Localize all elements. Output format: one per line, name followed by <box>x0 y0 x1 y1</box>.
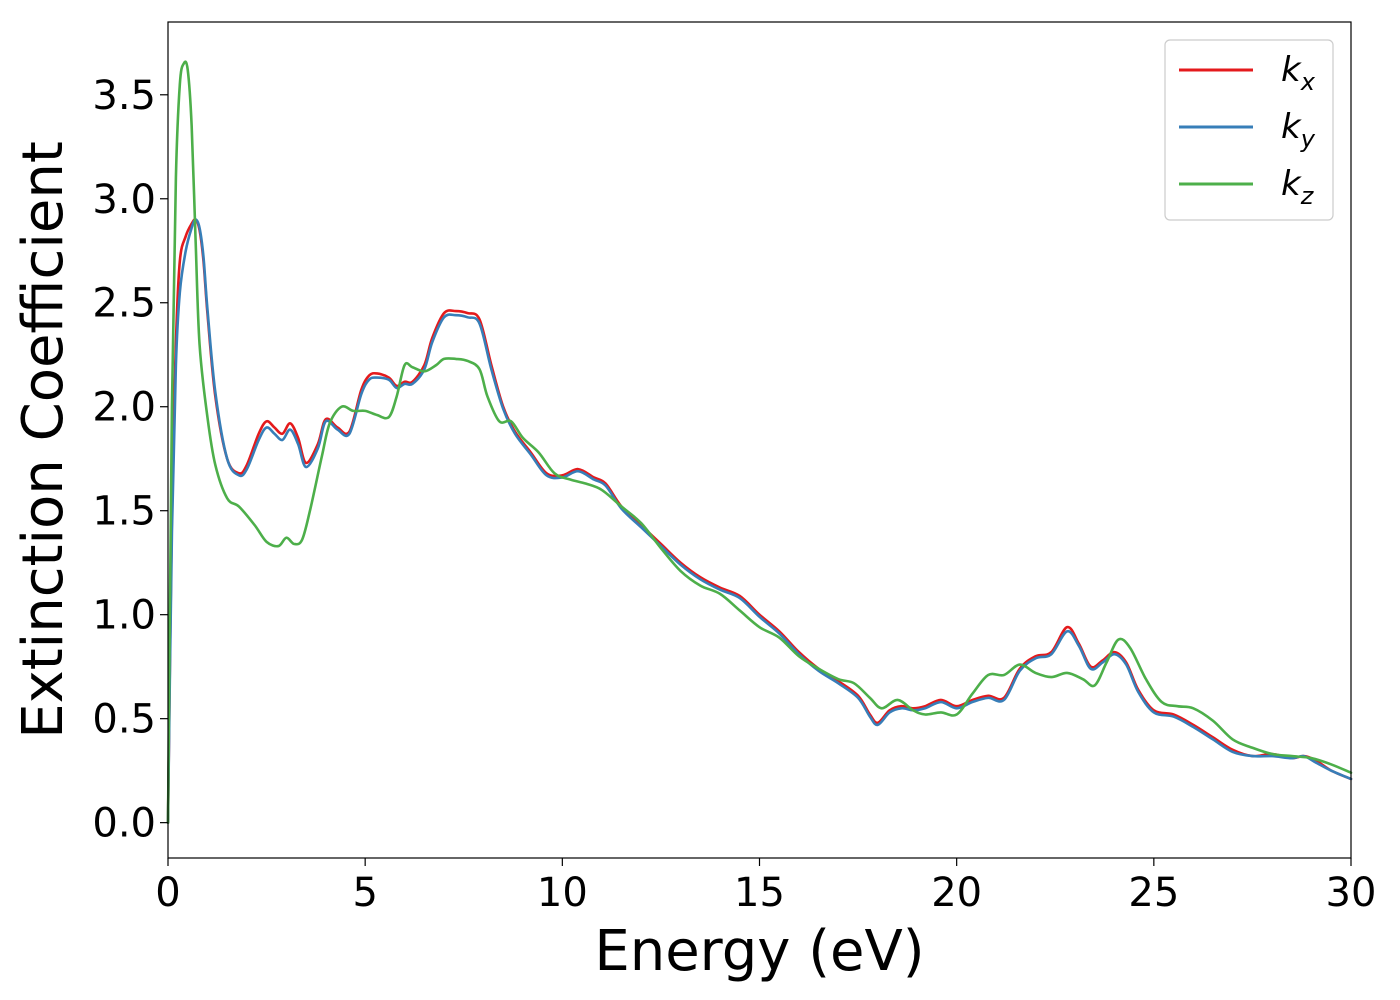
x-tick-label: 25 <box>1128 870 1179 916</box>
x-axis-title: Energy (eV) <box>594 919 924 984</box>
y-tick-label: 0.0 <box>92 801 156 847</box>
y-axis-ticks: 0.0 0.5 1.0 1.5 2.0 2.5 3.0 3.5 <box>92 73 168 847</box>
x-tick-label: 5 <box>352 870 377 916</box>
legend-box <box>1164 39 1334 221</box>
series-line-z <box>166 60 1353 824</box>
y-tick-label: 0.5 <box>92 697 156 743</box>
y-axis-title: Extinction Coefficient <box>11 141 76 739</box>
y-tick-label: 3.5 <box>92 73 156 119</box>
x-tick-label: 30 <box>1326 870 1377 916</box>
y-tick-label: 2.0 <box>92 385 156 431</box>
legend-label-base: k <box>1281 107 1302 147</box>
legend-label-subscript: z <box>1300 182 1315 210</box>
y-tick-label: 1.5 <box>92 489 156 535</box>
legend-label-base: k <box>1281 164 1302 204</box>
plot-lines <box>166 60 1353 824</box>
x-tick-label: 10 <box>537 870 588 916</box>
series-line-y <box>166 218 1353 824</box>
x-tick-label: 20 <box>931 870 982 916</box>
y-tick-label: 1.0 <box>92 593 156 639</box>
legend-label-y: ky <box>1281 107 1316 153</box>
x-axis-ticks: 0 5 10 15 20 25 30 <box>155 858 1376 916</box>
legend-label-subscript: y <box>1300 125 1316 153</box>
legend-label-x: kx <box>1281 50 1316 96</box>
y-tick-label: 2.5 <box>92 281 156 327</box>
legend-label-base: k <box>1281 50 1302 90</box>
series-line-x <box>166 218 1353 824</box>
legend-label-z: kz <box>1281 164 1315 210</box>
x-tick-label: 15 <box>734 870 785 916</box>
y-tick-label: 3.0 <box>92 177 156 223</box>
x-tick-label: 0 <box>155 870 180 916</box>
legend-label-subscript: x <box>1300 68 1316 96</box>
